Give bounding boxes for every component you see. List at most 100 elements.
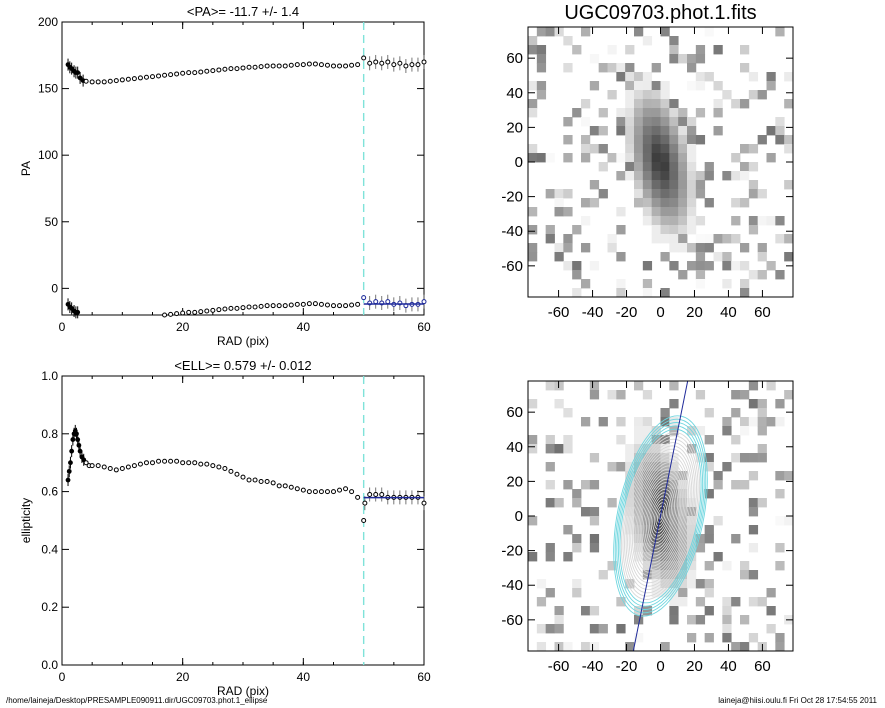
image-pixel — [651, 81, 661, 91]
data-point — [343, 486, 349, 492]
image-pixel — [713, 234, 723, 244]
data-point — [168, 72, 174, 78]
data-point — [150, 460, 155, 466]
image-pixel — [669, 207, 679, 217]
data-point — [125, 464, 131, 470]
image-pixel — [669, 54, 679, 64]
data-point — [234, 66, 240, 72]
image-pixel — [731, 642, 741, 652]
image-pixel — [634, 507, 644, 517]
data-point — [240, 65, 246, 71]
image-pixel — [536, 597, 547, 607]
image-pixel — [660, 180, 670, 190]
data-point — [95, 463, 101, 469]
image-pixel — [642, 417, 653, 427]
isophote-ellipse — [613, 415, 708, 617]
image-pixel — [695, 270, 706, 280]
image-pixel — [757, 243, 767, 253]
image-pixel — [528, 108, 538, 118]
image-pixel — [687, 63, 697, 73]
image-pixel — [731, 480, 741, 490]
image-pixel — [757, 216, 767, 226]
image-pixel — [740, 390, 750, 400]
image-pixel — [669, 381, 679, 391]
data-point — [312, 489, 318, 495]
image-pixel — [545, 552, 555, 562]
image-pixel — [642, 216, 653, 226]
x-tick-label: 20 — [686, 304, 703, 321]
data-point — [379, 491, 385, 497]
image-pixel — [554, 189, 564, 199]
image-pixel — [563, 525, 573, 535]
data-point — [131, 76, 137, 82]
image-pixel — [660, 216, 670, 226]
image-pixel — [740, 480, 750, 490]
data-point — [421, 500, 427, 506]
image-pixel — [642, 480, 653, 490]
data-point — [306, 301, 312, 307]
data-point — [240, 305, 246, 311]
image-pixel — [528, 399, 538, 409]
y-tick-label: 200 — [38, 15, 58, 29]
image-pixel — [634, 180, 644, 190]
image-pixel — [572, 588, 582, 598]
data-point — [234, 471, 240, 477]
data-point — [216, 464, 222, 470]
image-pixel — [536, 27, 547, 37]
image-pixel — [660, 198, 670, 208]
image-pixel — [642, 534, 653, 544]
image-pixel — [775, 27, 785, 37]
image-pixel — [687, 54, 697, 64]
data-point — [107, 78, 113, 84]
image-pixel — [572, 45, 582, 55]
image-pixel — [678, 162, 688, 172]
image-pixel — [704, 243, 714, 253]
image-pixel — [563, 408, 573, 418]
data-point — [137, 75, 143, 81]
data-point — [180, 310, 186, 316]
image-pixel — [634, 27, 644, 37]
image-pixel — [669, 117, 679, 127]
image-pixel — [669, 216, 679, 226]
image-pixel — [589, 507, 600, 517]
y-tick-label: 40 — [506, 85, 523, 102]
image-pixel — [687, 135, 697, 145]
image-pixel — [589, 453, 600, 463]
image-pixel — [669, 489, 679, 499]
image-pixel — [651, 216, 661, 226]
image-pixel — [616, 72, 626, 82]
image-pixel — [589, 516, 600, 526]
image-pixel — [669, 615, 679, 625]
image-pixel — [660, 525, 670, 535]
image-pixel — [678, 126, 688, 136]
image-pixel — [616, 207, 626, 217]
image-pixel — [616, 279, 626, 289]
image-pixel — [642, 207, 653, 217]
image-pixel — [642, 81, 653, 91]
image-pixel — [634, 81, 644, 91]
image-pixel — [536, 153, 547, 163]
image-pixel — [784, 234, 794, 244]
y-tick-label: -40 — [501, 577, 523, 594]
image-pixel — [651, 144, 661, 154]
image-pixel — [784, 471, 794, 481]
image-pixel — [642, 189, 653, 199]
image-pixel — [704, 579, 714, 589]
image-pixel — [704, 435, 714, 445]
image-pixel — [757, 189, 767, 199]
image-pixel — [572, 108, 582, 118]
data-point — [101, 464, 107, 470]
image-pixel — [678, 597, 688, 607]
data-point — [204, 68, 210, 74]
image-pixel — [678, 108, 688, 118]
image-pixel — [740, 615, 750, 625]
data-point — [252, 64, 258, 70]
image-pixel — [687, 117, 697, 127]
image-pixel — [581, 144, 591, 154]
data-point — [258, 303, 264, 309]
image-pixel — [713, 516, 723, 526]
image-pixel — [589, 144, 600, 154]
image-pixel — [572, 579, 582, 589]
image-pixel — [554, 615, 564, 625]
image-pixel — [740, 162, 750, 172]
